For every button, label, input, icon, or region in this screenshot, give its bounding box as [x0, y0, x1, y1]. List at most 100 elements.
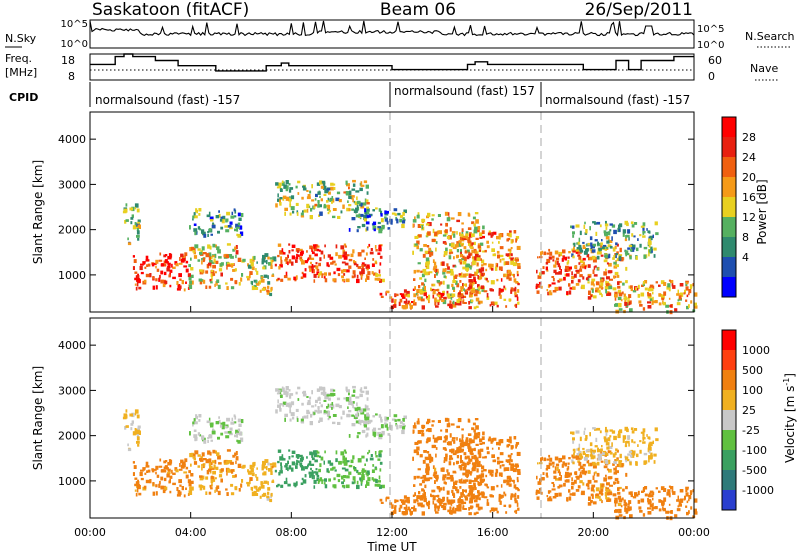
power-cell [300, 212, 304, 217]
velocity-cell [214, 477, 217, 480]
velocity-cell [351, 423, 356, 427]
power-cell [416, 240, 420, 245]
colorbar-swatch [722, 410, 736, 431]
velocity-cell [267, 487, 271, 491]
power-cell [462, 237, 465, 240]
velocity-cell [275, 388, 279, 392]
power-cell [510, 247, 513, 250]
velocity-cell [209, 470, 212, 474]
velocity-cell [201, 466, 203, 471]
power-cell [317, 204, 320, 208]
power-cell [513, 258, 515, 261]
power-cell [282, 252, 286, 255]
power-cell [407, 300, 410, 305]
velocity-cell [562, 455, 566, 460]
power-cell [469, 291, 472, 296]
power-cell [259, 289, 262, 293]
power-cell [184, 252, 188, 257]
velocity-cell [318, 410, 322, 414]
power-cell [505, 305, 508, 308]
velocity-cell [516, 476, 519, 481]
power-cell [296, 210, 299, 214]
power-cell [618, 308, 623, 311]
velocity-cell [193, 418, 196, 422]
power-cell [450, 243, 455, 247]
velocity-cell [635, 462, 638, 466]
velocity-cell [609, 484, 613, 487]
power-cell [210, 256, 213, 260]
velocity-cell [614, 509, 619, 513]
velocity-cell [279, 403, 283, 406]
power-cell [690, 300, 693, 304]
power-cell [693, 292, 698, 297]
power-cell [384, 210, 387, 215]
velocity-cell [456, 455, 459, 459]
velocity-cell [505, 467, 510, 471]
velocity-cell [310, 472, 314, 477]
power-cell [346, 207, 350, 212]
velocity-cell [685, 486, 689, 489]
power-cell [349, 190, 352, 195]
velocity-cell [605, 426, 607, 431]
power-cell [451, 231, 456, 234]
velocity-cell [468, 479, 472, 484]
power-cell [498, 241, 500, 244]
velocity-cell [566, 475, 571, 478]
velocity-cell [688, 510, 690, 514]
velocity-cell [648, 455, 652, 459]
velocity-cell [577, 447, 580, 451]
velocity-cell [190, 463, 192, 467]
power-cell [319, 271, 323, 276]
velocity-cell [274, 469, 277, 473]
velocity-cell [372, 464, 375, 467]
velocity-cell [587, 487, 590, 490]
power-cell [642, 232, 645, 235]
power-cell [515, 236, 520, 239]
power-cell [298, 248, 303, 251]
power-cell [510, 287, 514, 292]
power-cell [623, 293, 626, 298]
power-cell [247, 264, 251, 269]
power-cell [166, 267, 170, 272]
power-cell [253, 279, 258, 283]
power-cell [592, 221, 596, 224]
power-cell [187, 273, 191, 278]
velocity-cell [486, 446, 489, 450]
velocity-cell [389, 502, 393, 505]
velocity-cell [499, 464, 502, 469]
velocity-cell [226, 417, 231, 422]
power-cell [229, 226, 233, 230]
velocity-cell [483, 469, 487, 472]
power-cell [208, 285, 212, 289]
power-cell [468, 284, 473, 289]
velocity-cell [500, 494, 504, 498]
power-cell [208, 228, 212, 232]
power-cell [583, 250, 588, 255]
power-cell [629, 255, 632, 260]
power-cell [460, 286, 464, 290]
x-tick-label: 04:00 [175, 526, 207, 539]
power-cell [608, 240, 613, 243]
velocity-cell [330, 388, 334, 392]
colorbar-swatch [722, 470, 736, 491]
power-cell [234, 246, 237, 251]
velocity-cell [545, 472, 548, 477]
power-cell [545, 266, 548, 271]
power-cell [218, 256, 222, 259]
velocity-cell [639, 440, 642, 443]
power-cell [323, 203, 326, 207]
power-cell [480, 267, 485, 272]
velocity-cell [629, 454, 633, 458]
power-cell [475, 289, 479, 294]
velocity-cell [446, 469, 449, 473]
velocity-cell [619, 461, 622, 466]
velocity-cell [639, 449, 642, 454]
velocity-cell [227, 470, 231, 473]
power-cell [226, 243, 231, 246]
velocity-cell [423, 476, 426, 481]
power-cell [262, 260, 267, 263]
velocity-cell [558, 457, 563, 463]
power-cell [209, 264, 212, 268]
power-cell [362, 202, 367, 206]
velocity-cell [335, 450, 338, 455]
